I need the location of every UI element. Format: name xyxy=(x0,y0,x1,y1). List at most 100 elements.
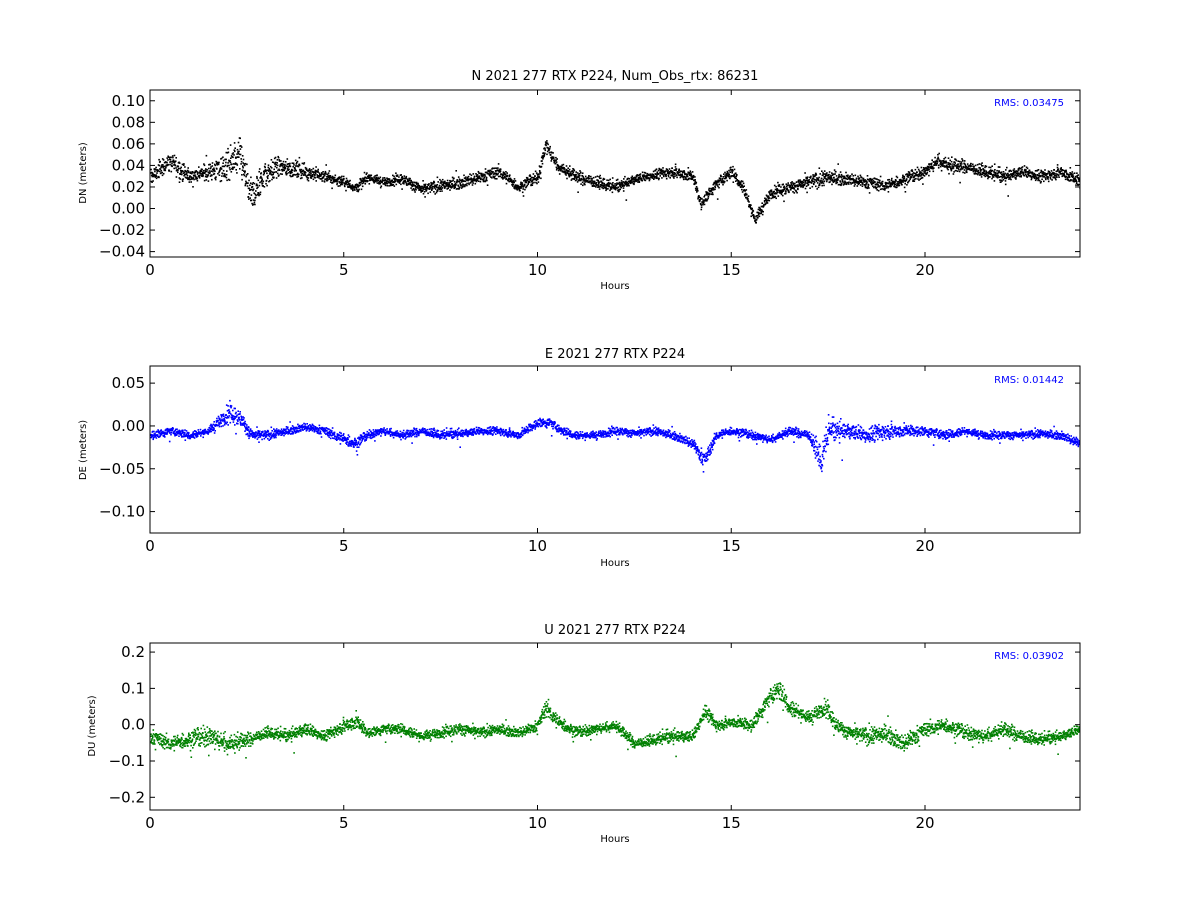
data-point xyxy=(232,409,234,412)
data-point xyxy=(250,188,253,191)
y-tick-label: 0.10 xyxy=(112,92,145,110)
data-point xyxy=(1007,195,1009,197)
data-point xyxy=(214,164,217,167)
data-point xyxy=(448,183,450,185)
data-point xyxy=(980,163,982,166)
data-point xyxy=(332,180,335,183)
data-point xyxy=(853,185,856,187)
data-point xyxy=(294,430,296,432)
data-point xyxy=(699,196,702,199)
data-point xyxy=(950,160,953,163)
data-point xyxy=(534,177,537,180)
data-point xyxy=(234,424,236,426)
data-point xyxy=(1030,175,1032,178)
data-point xyxy=(602,177,605,180)
data-point xyxy=(451,180,453,182)
data-point xyxy=(174,429,176,432)
data-point xyxy=(214,163,216,166)
data-point xyxy=(768,199,771,202)
data-point xyxy=(157,434,159,436)
data-point xyxy=(720,175,722,177)
data-point xyxy=(267,164,270,166)
data-point xyxy=(946,167,949,170)
data-point xyxy=(778,189,780,192)
data-point xyxy=(982,168,985,171)
data-point xyxy=(419,189,422,191)
data-point xyxy=(228,159,230,162)
data-point xyxy=(186,171,188,174)
data-point xyxy=(392,180,395,183)
data-point xyxy=(632,177,635,179)
data-point xyxy=(525,186,527,189)
data-point xyxy=(920,177,923,179)
data-point xyxy=(529,179,532,182)
data-point xyxy=(481,174,483,177)
data-point xyxy=(615,184,618,187)
data-point xyxy=(310,169,313,171)
data-point xyxy=(233,407,236,410)
data-point xyxy=(305,167,308,170)
data-point xyxy=(694,179,696,181)
data-point xyxy=(491,177,493,179)
data-point xyxy=(414,184,417,187)
data-point xyxy=(229,421,232,424)
data-point xyxy=(576,172,579,174)
data-point xyxy=(339,185,341,187)
data-point xyxy=(879,179,881,182)
data-point xyxy=(487,172,489,174)
data-point xyxy=(335,180,337,183)
data-point xyxy=(735,180,737,182)
data-point xyxy=(667,175,670,178)
data-point xyxy=(262,185,264,187)
data-point xyxy=(850,183,852,185)
data-point xyxy=(981,162,983,164)
data-point xyxy=(306,423,308,425)
data-point xyxy=(792,191,794,193)
data-point xyxy=(1047,172,1049,175)
data-point xyxy=(174,163,176,166)
data-point xyxy=(787,189,789,191)
data-point xyxy=(592,182,594,184)
data-point xyxy=(768,191,770,193)
data-point xyxy=(253,182,256,185)
data-point xyxy=(600,181,603,183)
data-point xyxy=(541,162,544,165)
data-point xyxy=(870,182,872,184)
data-point xyxy=(755,219,757,222)
data-point xyxy=(529,175,532,177)
data-point xyxy=(307,426,309,428)
data-point xyxy=(436,184,438,186)
data-point xyxy=(210,170,212,172)
data-point xyxy=(954,158,957,161)
data-point xyxy=(553,161,556,163)
data-point xyxy=(254,203,256,206)
data-point xyxy=(517,185,520,187)
data-point xyxy=(732,169,734,172)
data-point xyxy=(287,428,290,431)
data-point xyxy=(756,215,758,217)
data-point xyxy=(459,179,461,182)
data-point xyxy=(439,186,442,189)
data-point xyxy=(785,192,787,195)
data-point xyxy=(154,432,156,435)
data-point xyxy=(946,165,948,167)
data-point xyxy=(454,182,457,185)
data-point xyxy=(401,175,403,178)
data-point xyxy=(252,188,255,190)
data-point xyxy=(173,164,175,166)
data-point xyxy=(260,432,263,435)
data-point xyxy=(644,179,647,182)
data-point xyxy=(233,418,235,421)
data-point xyxy=(220,157,223,160)
data-point xyxy=(450,185,452,188)
data-point xyxy=(885,182,888,185)
data-point xyxy=(460,187,463,189)
data-point xyxy=(158,158,160,161)
data-point xyxy=(867,186,869,189)
data-point xyxy=(256,194,259,196)
data-point xyxy=(520,182,522,185)
data-point xyxy=(239,168,241,170)
data-point xyxy=(292,165,294,168)
data-point xyxy=(869,180,871,182)
data-point xyxy=(232,166,235,169)
